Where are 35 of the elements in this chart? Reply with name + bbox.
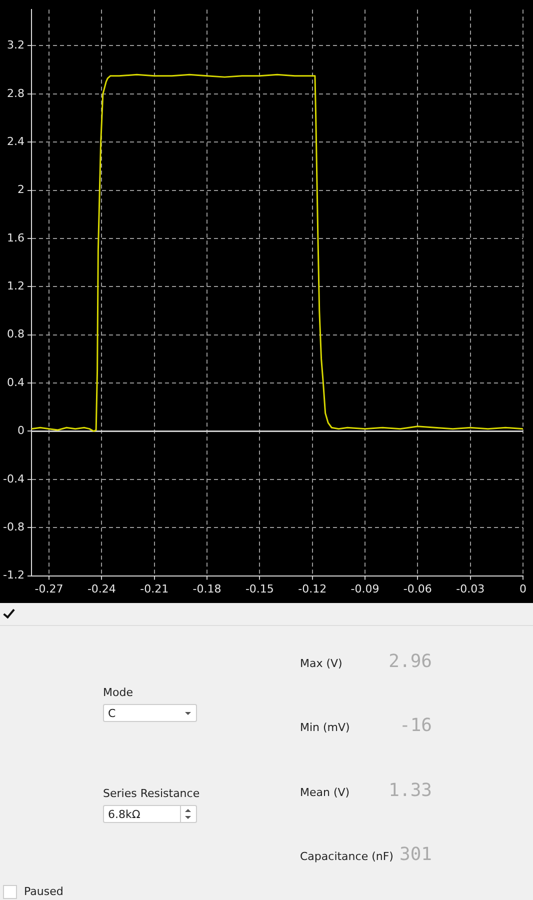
y-tick-label: 3.2 (6, 38, 24, 52)
text: C (108, 707, 116, 720)
text: Mode (103, 686, 133, 699)
text: Mean (V) (300, 786, 350, 799)
text: -16 (399, 715, 432, 736)
x-tick-label: -0.18 (192, 582, 222, 596)
y-tick-label: -0.4 (2, 472, 24, 486)
x-tick-label: -0.12 (298, 582, 327, 596)
text: Capacitance (nF) (300, 850, 394, 863)
text: Min (mV) (300, 721, 350, 734)
y-tick-label: 0 (17, 424, 24, 438)
y-tick-label: 2.8 (6, 86, 24, 100)
y-tick-label: -0.8 (2, 520, 24, 534)
x-tick-label: -0.24 (87, 582, 116, 596)
text: Max (V) (300, 657, 342, 670)
text: 2.96 (388, 651, 432, 672)
text: 301 (399, 844, 432, 865)
y-tick-label: 0.8 (6, 328, 24, 341)
y-tick-label: 0.4 (6, 376, 24, 389)
y-tick-label: 2 (17, 183, 24, 196)
text: 6.8kΩ (108, 808, 140, 821)
x-tick-label: -0.21 (140, 582, 169, 596)
y-tick-label: -1.2 (2, 568, 24, 582)
x-tick-label: -0.06 (403, 582, 432, 596)
x-tick-label: -0.15 (245, 582, 274, 596)
x-tick-label: -0.03 (456, 582, 485, 596)
x-tick-label: 0 (520, 582, 526, 596)
text: Series Resistance (103, 787, 200, 800)
text: Paused (24, 885, 64, 898)
y-tick-label: 2.4 (6, 134, 24, 148)
text: 1.33 (388, 780, 432, 801)
y-tick-label: 1.2 (6, 280, 24, 293)
y-tick-label: 1.6 (6, 231, 24, 244)
x-tick-label: -0.09 (350, 582, 380, 596)
x-tick-label: -0.27 (34, 582, 64, 596)
